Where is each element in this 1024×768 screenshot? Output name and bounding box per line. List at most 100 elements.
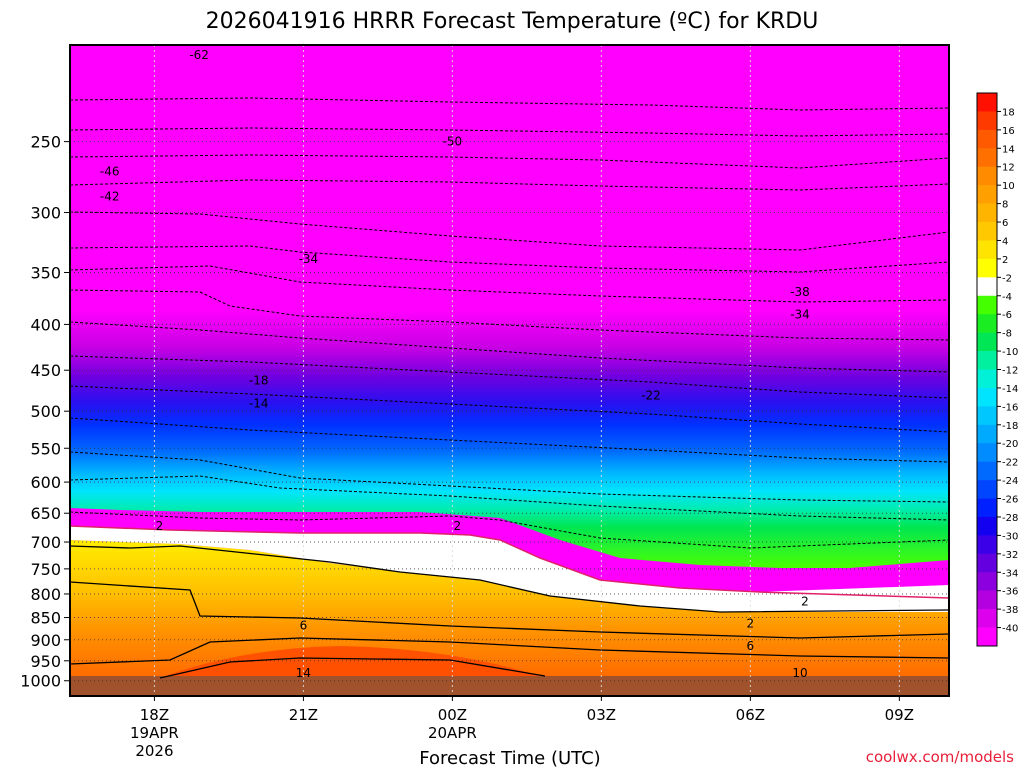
colorbar-swatch <box>977 222 997 241</box>
colorbar-tick-label: -14 <box>1002 384 1018 395</box>
colorbar-swatch <box>977 240 997 260</box>
colorbar-swatch <box>977 424 997 444</box>
colorbar-swatch <box>977 498 997 518</box>
colorbar-tick-label: -22 <box>1002 458 1018 469</box>
colorbar-tick-label: -6 <box>1002 310 1012 321</box>
colorbar-swatch <box>977 387 997 407</box>
contour-label: -34 <box>299 252 319 266</box>
colorbar-tick-label: -38 <box>1002 605 1018 616</box>
colorbar-swatch <box>977 461 997 481</box>
y-tick-label: 450 <box>30 361 61 380</box>
colorbar-swatch <box>977 609 997 628</box>
colorbar-tick-label: -26 <box>1002 495 1018 506</box>
colorbar-tick-label: -4 <box>1002 292 1012 303</box>
colorbar-tick-label: 14 <box>1002 144 1015 155</box>
isotherm-dashed <box>70 127 949 137</box>
grid-lines <box>70 45 949 696</box>
plot-area: -62 -50 -46 -42 -34 -38 -34 -18 -22 -14 2 2 2 2 6 6 14 10 <box>69 44 950 697</box>
contour-label: 6 <box>300 619 308 633</box>
x-tick-date-label: 19APR <box>130 724 179 742</box>
y-tick-label: 650 <box>30 504 61 523</box>
colorbar-tick-label: -8 <box>1002 329 1012 340</box>
colorbar-swatch <box>977 314 997 333</box>
contour-label: 6 <box>747 639 755 653</box>
colorbar-swatch <box>977 369 997 389</box>
colorbar-swatch <box>977 516 997 536</box>
contour-label: 2 <box>747 616 755 630</box>
colorbar-swatch <box>977 277 997 297</box>
x-tick-label: 03Z <box>587 706 616 724</box>
y-tick-label: 950 <box>30 652 61 671</box>
x-tick-label: 06Z <box>736 706 765 724</box>
colorbar-tick-label: -10 <box>1002 347 1018 358</box>
colorbar-swatch <box>977 332 997 352</box>
colorbar-swatch <box>977 590 997 610</box>
colorbar-swatch <box>977 535 997 555</box>
colorbar-tick-label: 10 <box>1002 181 1015 192</box>
colorbar-swatch <box>977 295 997 315</box>
y-tick-label: 850 <box>30 609 61 628</box>
isotherm-dashed <box>70 355 949 399</box>
isotherm-dashed <box>70 289 949 341</box>
y-tick-label: 750 <box>30 560 61 579</box>
colorbar-tick-label: 8 <box>1002 200 1008 211</box>
isotherm-dashed <box>70 211 949 251</box>
y-tick-label: 400 <box>30 315 61 334</box>
colorbar-tick-label: -20 <box>1002 439 1018 450</box>
credit-link[interactable]: coolwx.com/models <box>866 748 1014 766</box>
colorbar-swatch <box>977 166 997 186</box>
y-tick-label: 1000 <box>20 672 61 691</box>
y-tick-label: 700 <box>30 533 61 552</box>
y-tick-label: 900 <box>30 631 61 650</box>
y-tick-label: 250 <box>30 133 61 152</box>
colorbar-swatch <box>977 148 997 168</box>
colorbar-tick-label: 2 <box>1002 255 1008 266</box>
colorbar-swatch <box>977 203 997 223</box>
isotherm-solid <box>70 581 949 639</box>
colorbar-tick-label: -34 <box>1002 568 1018 579</box>
isotherm-dashed <box>70 154 949 169</box>
colorbar-swatch <box>977 93 997 112</box>
isotherm-dashed <box>70 475 949 521</box>
isotherm-dashed <box>70 321 949 373</box>
colorbar-swatch <box>977 627 997 647</box>
isotherm-solid <box>70 545 949 613</box>
isotherm-solid <box>70 637 949 665</box>
colorbar-tick-label: 12 <box>1002 163 1015 174</box>
isotherm-dashed <box>70 245 949 273</box>
colorbar-tick-label: -16 <box>1002 402 1018 413</box>
contour-label: 2 <box>454 519 462 533</box>
chart-title: 2026041916 HRRR Forecast Temperature (ºC… <box>206 9 819 34</box>
x-tick-year-label: 2026 <box>135 742 173 760</box>
colorbar-swatch <box>977 443 997 462</box>
colorbar-swatch <box>977 572 997 591</box>
contour-label: 10 <box>792 666 807 680</box>
y-tick-label: 800 <box>30 585 61 604</box>
colorbar-swatch <box>977 111 997 131</box>
x-tick-date-label: 20APR <box>428 724 477 742</box>
contour-label: -46 <box>100 165 120 179</box>
contour-label: 2 <box>156 519 164 533</box>
freezing-line <box>70 525 949 599</box>
contour-label: -38 <box>790 285 810 299</box>
ground-fill <box>70 676 949 696</box>
colorbar-tick-label: 16 <box>1002 126 1015 137</box>
y-tick-label: 550 <box>30 439 61 458</box>
colorbar-swatch <box>977 480 997 499</box>
x-tick-label: 18Z <box>140 706 169 724</box>
contour-label: 14 <box>296 666 311 680</box>
x-tick-label: 00Z <box>438 706 467 724</box>
x-tick-label: 09Z <box>885 706 914 724</box>
colorbar-tick-label: 6 <box>1002 218 1008 229</box>
y-tick-label: 500 <box>30 402 61 421</box>
colorbar-swatch <box>977 351 997 370</box>
colorbar-swatch <box>977 185 997 204</box>
contour-label: -50 <box>443 135 463 149</box>
contour-label: -22 <box>641 388 661 402</box>
x-tick-label: 21Z <box>289 706 318 724</box>
contour-label: -42 <box>100 190 120 204</box>
colorbar-swatch <box>977 553 997 573</box>
colorbar-swatch <box>977 406 997 426</box>
colorbar-tick-label: 4 <box>1002 236 1008 247</box>
